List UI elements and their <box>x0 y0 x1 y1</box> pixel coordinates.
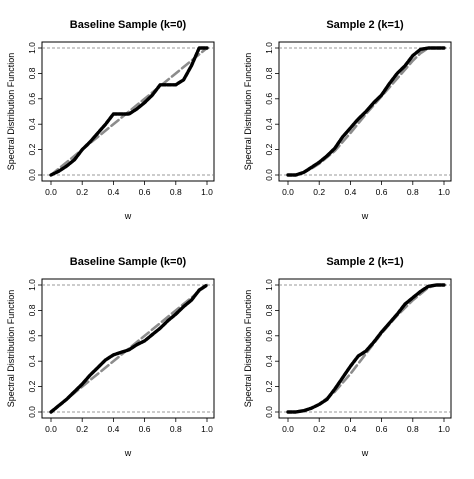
x-tick-label: 0.0 <box>45 187 57 197</box>
plot-frame <box>278 278 452 419</box>
x-tick-label: 0.6 <box>376 187 388 197</box>
y-tick-label: 0.6 <box>264 330 274 342</box>
series-line-estimate <box>49 283 209 414</box>
x-tick-label: 0.4 <box>344 187 356 197</box>
y-tick-label: 0.0 <box>264 169 274 181</box>
x-axis-label: w <box>124 448 132 458</box>
y-axis-label: Spectral Distribution Function <box>243 290 253 408</box>
series-line-reference <box>49 46 209 177</box>
series-line-estimate <box>286 46 446 177</box>
y-tick-label: 0.4 <box>264 118 274 130</box>
x-tick-label: 0.2 <box>76 187 88 197</box>
x-axis-label: w <box>361 448 369 458</box>
y-axis-label: Spectral Distribution Function <box>243 53 253 171</box>
panel-title: Baseline Sample (k=0) <box>70 19 187 31</box>
x-tick-label: 1.0 <box>201 424 213 434</box>
y-tick-label: 0.0 <box>264 406 274 418</box>
y-tick-label: 0.4 <box>27 355 37 367</box>
y-axis-label: Spectral Distribution Function <box>6 53 16 171</box>
x-tick-label: 0.8 <box>170 187 182 197</box>
y-tick-label: 0.6 <box>264 93 274 105</box>
panel-title: Sample 2 (k=1) <box>326 256 404 268</box>
panel-title: Sample 2 (k=1) <box>326 19 404 31</box>
series-line-estimate <box>49 46 209 177</box>
x-tick-label: 0.6 <box>139 187 151 197</box>
y-tick-label: 0.6 <box>27 93 37 105</box>
x-tick-label: 0.4 <box>107 187 119 197</box>
y-tick-label: 0.6 <box>27 330 37 342</box>
series-line-estimate <box>286 283 446 414</box>
y-tick-label: 0.8 <box>264 67 274 79</box>
y-tick-label: 0.2 <box>27 380 37 392</box>
x-axis-label: w <box>124 211 132 221</box>
panel-3: Baseline Sample (k=0) 0.0 0.2 0.4 0.6 0.8 1.0 0… <box>6 256 215 458</box>
y-tick-label: 0.8 <box>27 67 37 79</box>
panel-2: Sample 2 (k=1) 0.0 0.2 0.4 0.6 0.8 1.0 0.0 0.2 0.… <box>243 19 452 221</box>
y-tick-label: 0.2 <box>27 143 37 155</box>
x-tick-label: 0.8 <box>407 187 419 197</box>
y-tick-label: 1.0 <box>264 279 274 291</box>
plot-frame <box>41 278 215 419</box>
y-tick-label: 1.0 <box>264 42 274 54</box>
x-tick-label: 0.2 <box>76 424 88 434</box>
y-tick-label: 0.4 <box>27 118 37 130</box>
y-tick-label: 1.0 <box>27 279 37 291</box>
x-tick-label: 0.2 <box>313 187 325 197</box>
x-tick-label: 1.0 <box>201 187 213 197</box>
x-tick-label: 0.0 <box>45 424 57 434</box>
panel-title: Baseline Sample (k=0) <box>70 256 187 268</box>
panel-4: Sample 2 (k=1) 0.0 0.2 0.4 0.6 0.8 1.0 0.0 0.2 0.… <box>243 256 452 458</box>
y-axis-label: Spectral Distribution Function <box>6 290 16 408</box>
plot-frame <box>41 41 215 182</box>
y-tick-label: 0.0 <box>27 169 37 181</box>
y-tick-label: 0.2 <box>264 380 274 392</box>
x-axis-label: w <box>361 211 369 221</box>
x-tick-label: 0.6 <box>139 424 151 434</box>
y-tick-label: 0.2 <box>264 143 274 155</box>
x-tick-label: 0.4 <box>344 424 356 434</box>
x-tick-label: 0.2 <box>313 424 325 434</box>
x-tick-label: 0.8 <box>407 424 419 434</box>
x-tick-label: 0.0 <box>282 187 294 197</box>
x-tick-label: 0.6 <box>376 424 388 434</box>
x-tick-label: 0.0 <box>282 424 294 434</box>
panel-1: Baseline Sample (k=0) 0.0 0.2 0.4 0.6 0.8 1.0 0… <box>6 19 215 221</box>
y-tick-label: 0.4 <box>264 355 274 367</box>
y-tick-label: 0.8 <box>27 304 37 316</box>
y-tick-label: 0.0 <box>27 406 37 418</box>
x-tick-label: 0.4 <box>107 424 119 434</box>
x-tick-label: 0.8 <box>170 424 182 434</box>
x-tick-label: 1.0 <box>438 424 450 434</box>
plot-frame <box>278 41 452 182</box>
x-tick-label: 1.0 <box>438 187 450 197</box>
y-tick-label: 1.0 <box>27 42 37 54</box>
y-tick-label: 0.8 <box>264 304 274 316</box>
